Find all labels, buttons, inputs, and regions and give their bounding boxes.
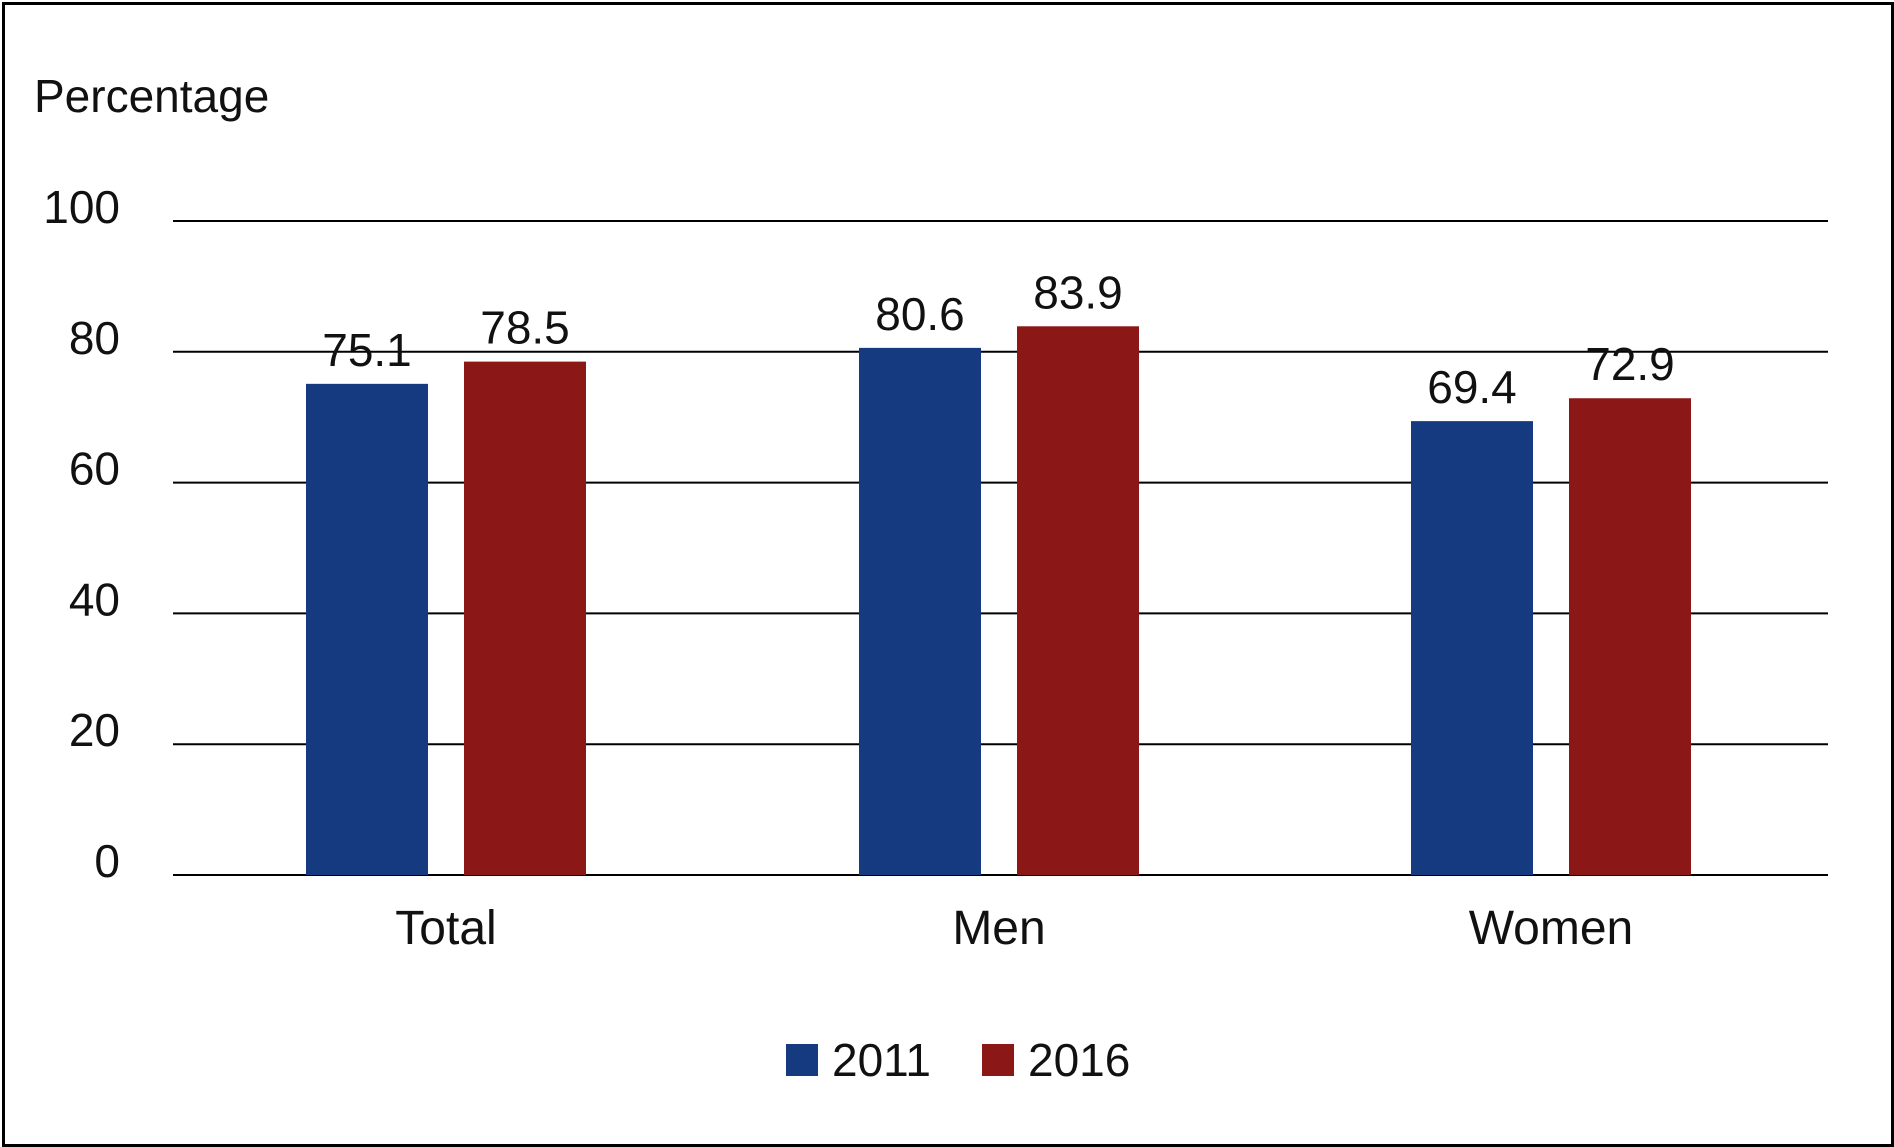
- gridlines: [173, 220, 1828, 876]
- y-axis-label: Percentage: [34, 70, 269, 122]
- data-label-men-2016: 83.9: [1033, 266, 1123, 318]
- data-label-men-2011: 80.6: [875, 288, 965, 340]
- y-tick-label-100: 100: [43, 181, 120, 233]
- legend-swatch-2011: [786, 1044, 818, 1076]
- data-labels: 75.1 78.5 80.6 83.9 69.4 72.9: [322, 266, 1675, 413]
- y-tick-label-80: 80: [69, 312, 120, 364]
- data-label-total-2011: 75.1: [322, 324, 412, 376]
- bar-total-2011: [306, 383, 428, 875]
- y-tick-label-20: 20: [69, 704, 120, 756]
- category-label-men: Men: [952, 902, 1045, 955]
- bar-men-2011: [859, 347, 981, 876]
- legend: 2011 2016: [786, 1034, 1130, 1086]
- y-axis-ticks: 0 20 40 60 80 100: [43, 181, 120, 887]
- data-label-women-2016: 72.9: [1585, 338, 1675, 390]
- legend-label-2011: 2011: [832, 1034, 931, 1086]
- x-axis-categories: Total Men Women: [395, 902, 1633, 955]
- category-label-women: Women: [1469, 902, 1634, 955]
- bar-total-2016: [464, 361, 586, 875]
- y-tick-label-40: 40: [69, 573, 120, 625]
- data-label-women-2011: 69.4: [1427, 361, 1517, 413]
- y-tick-label-60: 60: [69, 443, 120, 495]
- legend-swatch-2016: [982, 1044, 1014, 1076]
- bar-women-2011: [1411, 421, 1533, 875]
- y-tick-label-0: 0: [94, 835, 120, 887]
- data-label-total-2016: 78.5: [480, 302, 570, 354]
- category-label-total: Total: [395, 902, 496, 955]
- bar-women-2016: [1569, 398, 1691, 875]
- bars: [306, 326, 1691, 876]
- legend-label-2016: 2016: [1028, 1034, 1130, 1086]
- bar-men-2016: [1017, 326, 1139, 875]
